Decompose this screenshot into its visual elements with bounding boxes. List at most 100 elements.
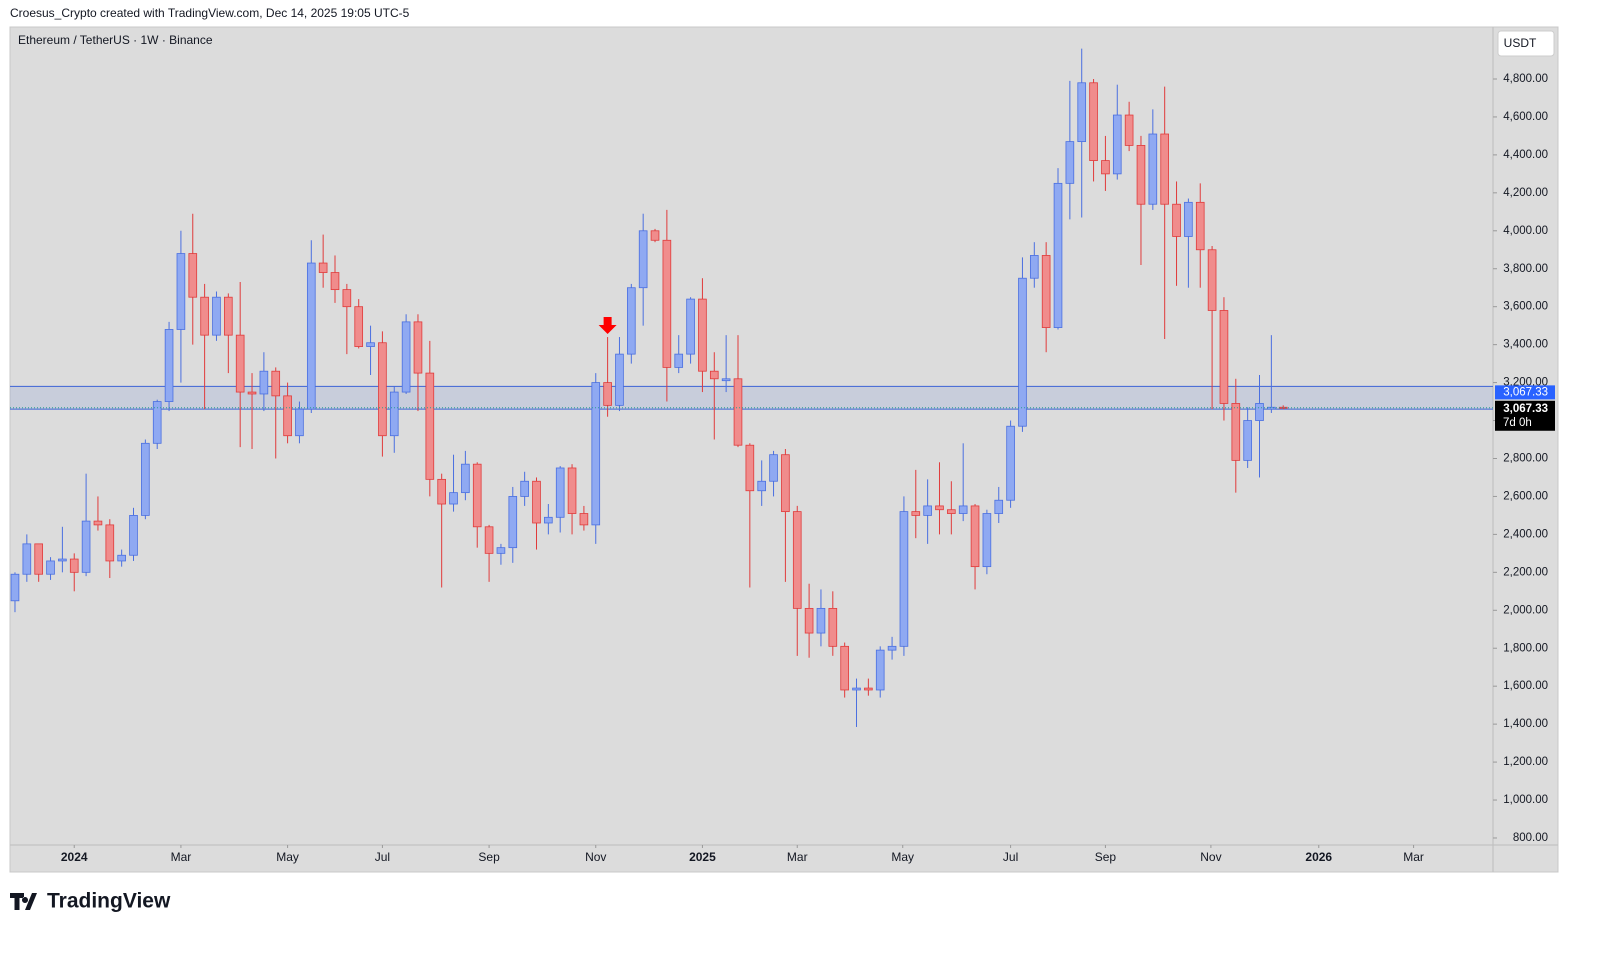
y-tick-label: 2,000.00 — [1503, 604, 1548, 616]
x-tick-label: Sep — [478, 850, 500, 864]
candle-body — [1065, 141, 1075, 184]
candle-body — [1029, 255, 1039, 279]
candle-body — [1053, 182, 1063, 328]
candle-body — [449, 492, 458, 505]
y-tick-label: 3,400.00 — [1503, 339, 1548, 351]
candle-body — [472, 463, 482, 528]
candle-body — [1160, 133, 1169, 205]
candle-body — [117, 554, 126, 562]
candle-body — [709, 370, 719, 380]
candle-body — [259, 370, 269, 395]
x-tick-label: May — [276, 850, 299, 864]
candle-body — [235, 334, 245, 393]
candle-body — [105, 524, 115, 562]
x-tick-label: 2025 — [689, 850, 716, 864]
candle-body — [461, 463, 470, 494]
candle-body — [650, 230, 660, 241]
y-tick-label: 1,400.00 — [1503, 718, 1548, 730]
candle-body — [378, 342, 387, 437]
candle-body — [22, 543, 32, 575]
candle-body — [828, 607, 838, 647]
y-tick-label: 2,600.00 — [1503, 490, 1548, 502]
candle-body — [745, 444, 755, 492]
candle-body — [769, 454, 778, 482]
candle-body — [674, 353, 684, 368]
y-tick-label: 4,800.00 — [1503, 73, 1548, 85]
candle-body — [1041, 255, 1051, 328]
candle-body — [532, 480, 541, 524]
y-tick-label: 3,600.00 — [1503, 301, 1548, 313]
candle-body — [970, 505, 980, 568]
candle-body — [1255, 403, 1264, 421]
candle-body — [188, 253, 198, 298]
candle-body — [152, 401, 162, 444]
candle-body — [93, 520, 103, 526]
y-tick-label: 3,800.00 — [1503, 263, 1548, 275]
candle-body — [58, 558, 67, 562]
currency-button[interactable] — [1497, 30, 1555, 57]
candle-body — [401, 321, 411, 393]
x-tick-label: Mar — [1403, 850, 1424, 864]
candle-body — [247, 391, 257, 395]
candle-body — [567, 467, 577, 514]
y-tick-label: 800.00 — [1513, 832, 1548, 844]
currency[interactable]: USDT — [1504, 36, 1537, 50]
x-tick-label: Mar — [171, 850, 192, 864]
candle-body — [318, 262, 328, 273]
candle-body — [911, 511, 921, 516]
candle-body — [10, 573, 20, 602]
candle-body — [508, 496, 518, 549]
candle-body — [129, 515, 138, 556]
candle-body — [1077, 82, 1087, 143]
candle-body — [141, 442, 150, 516]
y-tick-label: 1,600.00 — [1503, 680, 1548, 692]
candle-body — [686, 298, 695, 355]
candle-body — [1231, 403, 1241, 461]
candle-body — [306, 262, 316, 410]
candle-body — [579, 513, 589, 526]
candle-body — [1267, 406, 1276, 410]
candle-body — [1136, 145, 1146, 205]
candle-body — [994, 499, 1004, 514]
x-tick-label: Mar — [787, 850, 808, 864]
symbol-title: Ethereum / TetherUS · 1W · Binance — [18, 33, 213, 47]
zone — [10, 386, 1493, 410]
y-tick-label: 2,400.00 — [1503, 528, 1548, 540]
candle-body — [224, 296, 233, 336]
candle-body — [792, 511, 802, 609]
candle-body — [887, 645, 897, 651]
candle-body — [555, 467, 565, 518]
candle-body — [875, 649, 885, 691]
x-tick-label: May — [891, 850, 914, 864]
candle-body — [1148, 133, 1158, 205]
candle-body — [852, 687, 861, 691]
y-tick-label: 2,800.00 — [1503, 453, 1548, 465]
y-tick-label: 4,200.00 — [1503, 187, 1548, 199]
candle-body — [1243, 420, 1252, 461]
candle-body — [757, 480, 767, 492]
candle-body — [958, 505, 968, 514]
candle-body — [46, 560, 55, 575]
candle-body — [662, 239, 672, 368]
candle-body — [899, 511, 909, 647]
candle-body — [733, 378, 743, 446]
candle-body — [496, 547, 506, 554]
candle-body — [804, 607, 814, 634]
y-tick-label: 4,400.00 — [1503, 149, 1548, 161]
candle-body — [627, 287, 636, 355]
candle-body — [295, 408, 304, 437]
candle-body — [1184, 201, 1193, 237]
candle-body — [342, 289, 352, 308]
candle-body — [781, 454, 790, 513]
candle-body — [721, 378, 731, 382]
candle-body — [638, 230, 648, 289]
candle-body — [1219, 310, 1229, 404]
candle-body — [1101, 160, 1110, 175]
candle-body — [864, 687, 873, 691]
candle-body — [283, 395, 292, 437]
candle-body — [1018, 277, 1027, 427]
y-tick-label: 2,200.00 — [1503, 566, 1548, 578]
x-tick-label: Jul — [1003, 850, 1018, 864]
